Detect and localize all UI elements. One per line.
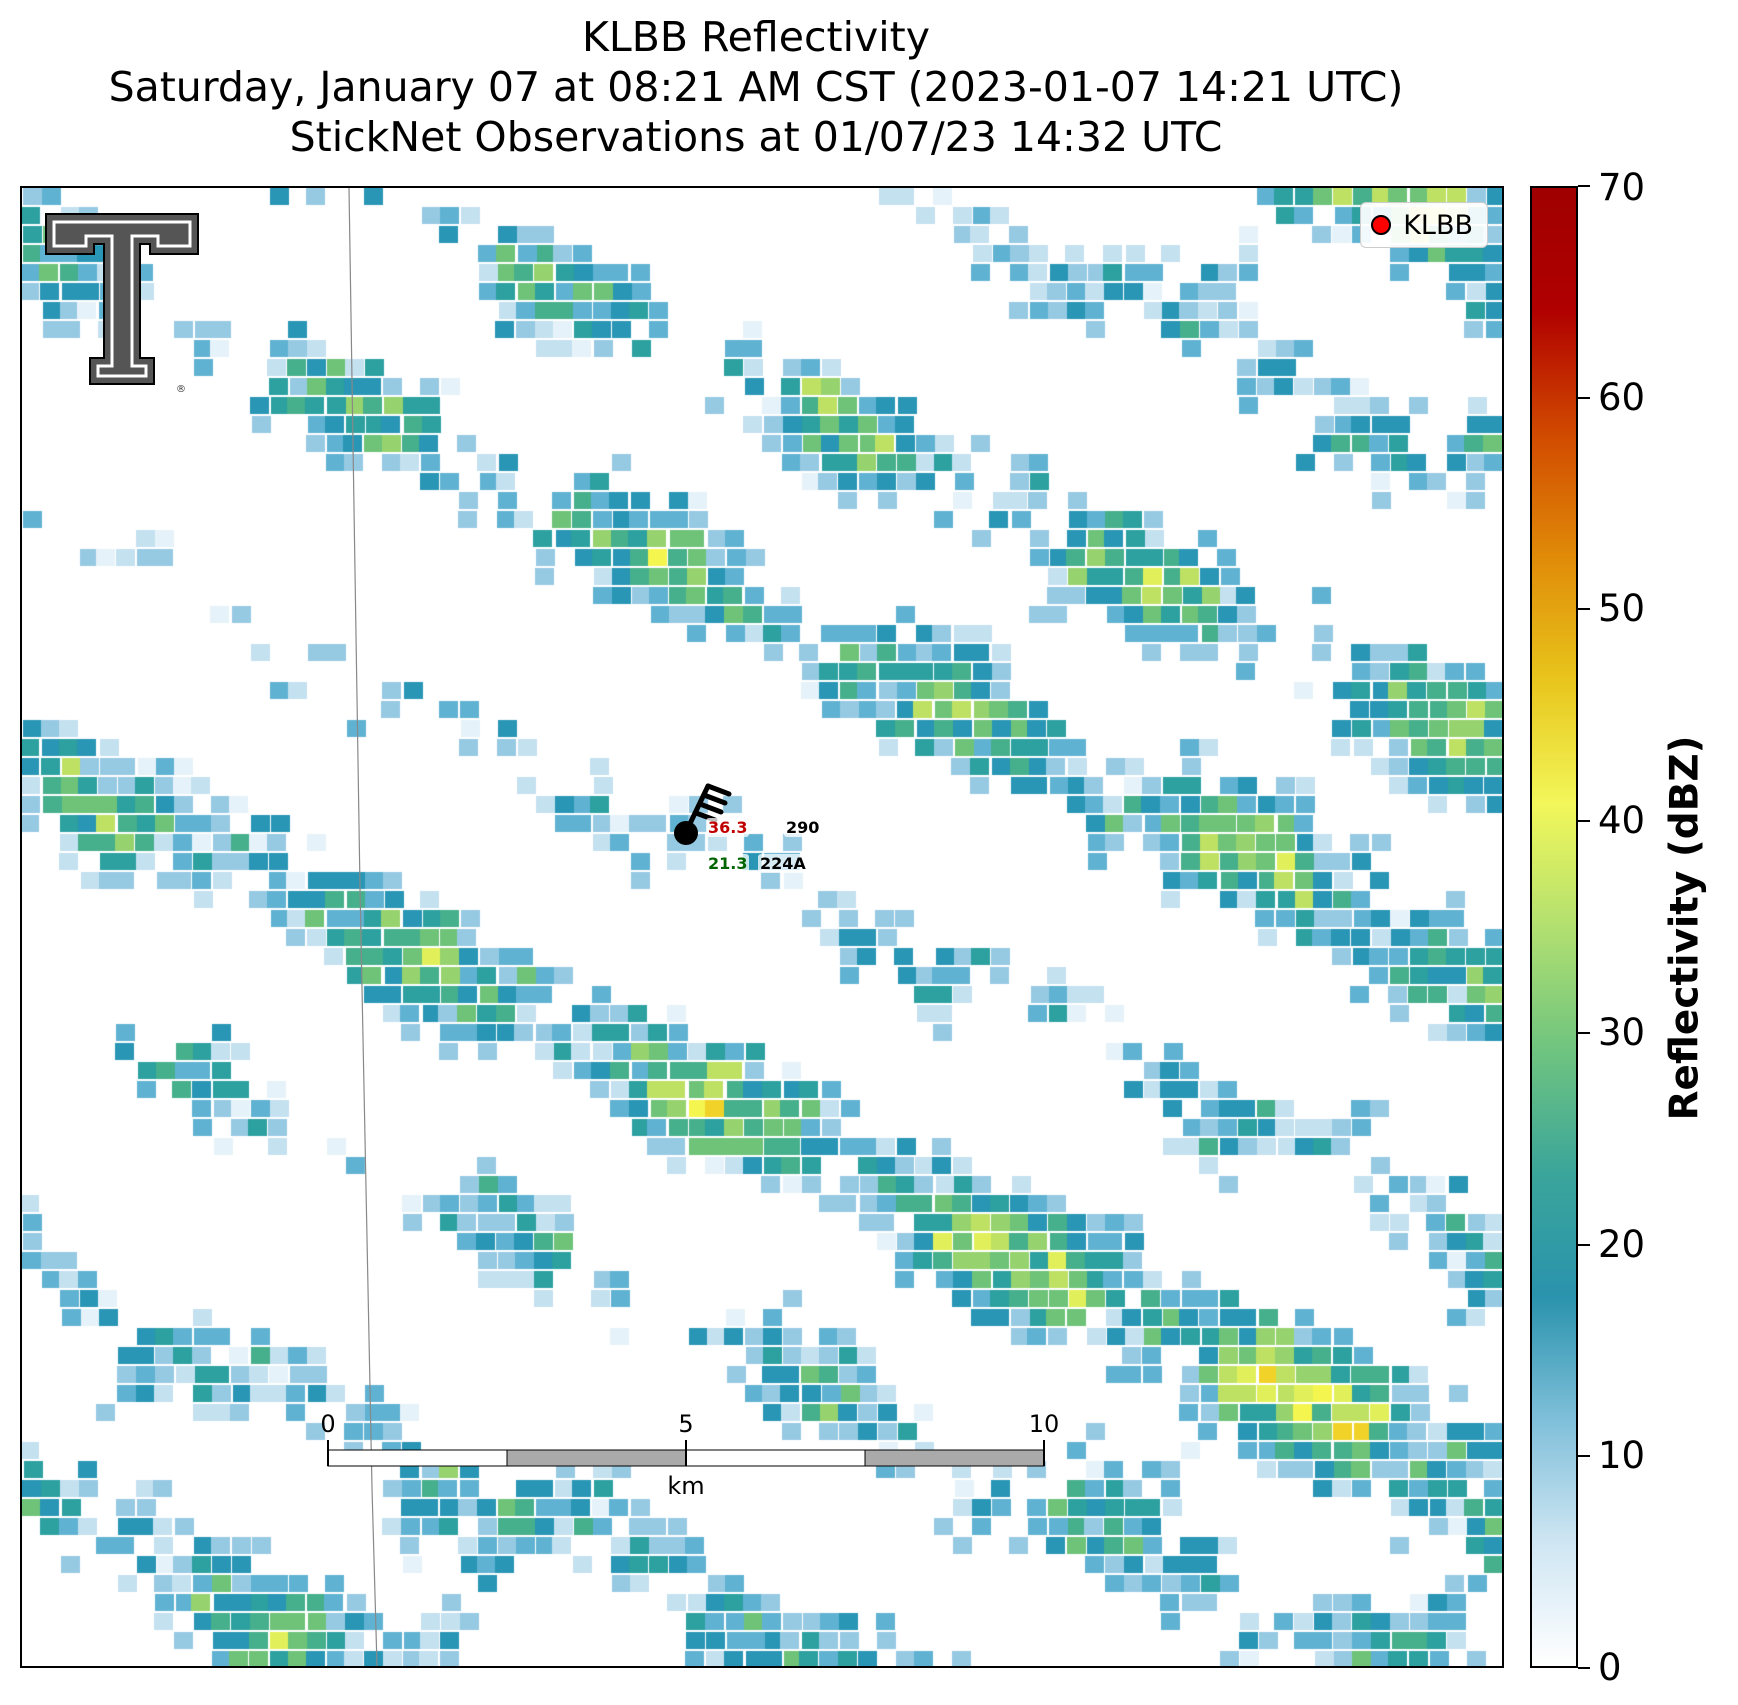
colorbar-tick-label: 10: [1598, 1434, 1646, 1478]
colorbar-tick-label: 0: [1598, 1646, 1622, 1689]
station-marker[interactable]: [674, 821, 698, 845]
colorbar-tick-label: 30: [1598, 1010, 1646, 1054]
map-overlay: [327, 188, 1045, 1666]
texas-tech-logo-icon: ®: [45, 213, 199, 395]
station-top-value: 290: [784, 818, 822, 837]
scalebar-tick-10: 10: [1028, 1410, 1060, 1438]
colorbar-tick-mark: [1578, 608, 1590, 611]
scalebar-tick-5: 5: [678, 1410, 694, 1438]
colorbar-tick-label: 60: [1598, 375, 1646, 419]
county-boundary-line: [348, 188, 378, 1666]
colorbar-tick-mark: [1578, 1243, 1590, 1246]
reflectivity-field: [22, 188, 1502, 1666]
colorbar-tick-mark: [1578, 185, 1590, 187]
radar-map[interactable]: ® KLBB 36.3 290 21.3 224A 0 5 10 km: [20, 186, 1504, 1668]
colorbar-tick-mark: [1578, 1031, 1590, 1034]
map-legend: KLBB: [1360, 202, 1488, 248]
svg-text:®: ®: [176, 384, 186, 395]
reflectivity-colorbar: [1530, 186, 1578, 1668]
colorbar-title: Reflectivity (dBZ): [1662, 735, 1708, 1121]
scalebar-unit: km: [667, 1472, 705, 1500]
station-dewpoint: 21.3: [706, 854, 750, 873]
colorbar-tick-mark: [1578, 820, 1590, 823]
scalebar-tick-0: 0: [320, 1410, 336, 1438]
colorbar-tick-label: 20: [1598, 1222, 1646, 1266]
colorbar-tick-label: 50: [1598, 587, 1646, 631]
colorbar-tick-mark: [1578, 396, 1590, 399]
scale-bar: [327, 1440, 1045, 1467]
colorbar-tick-mark: [1578, 1455, 1590, 1458]
klbb-marker-icon: [1371, 215, 1392, 235]
title-line-3: StickNet Observations at 01/07/23 14:32 …: [289, 113, 1223, 161]
figure-title: KLBB Reflectivity Saturday, January 07 a…: [0, 12, 1512, 162]
title-line-1: KLBB Reflectivity: [582, 13, 930, 61]
station-temperature: 36.3: [706, 818, 750, 837]
title-line-2: Saturday, January 07 at 08:21 AM CST (20…: [108, 63, 1404, 111]
colorbar-tick-mark: [1578, 1667, 1590, 1669]
station-id: 224A: [758, 854, 808, 873]
colorbar-tick-label: 40: [1598, 799, 1646, 843]
legend-label: KLBB: [1403, 209, 1473, 241]
colorbar-tick-label: 70: [1598, 166, 1646, 209]
